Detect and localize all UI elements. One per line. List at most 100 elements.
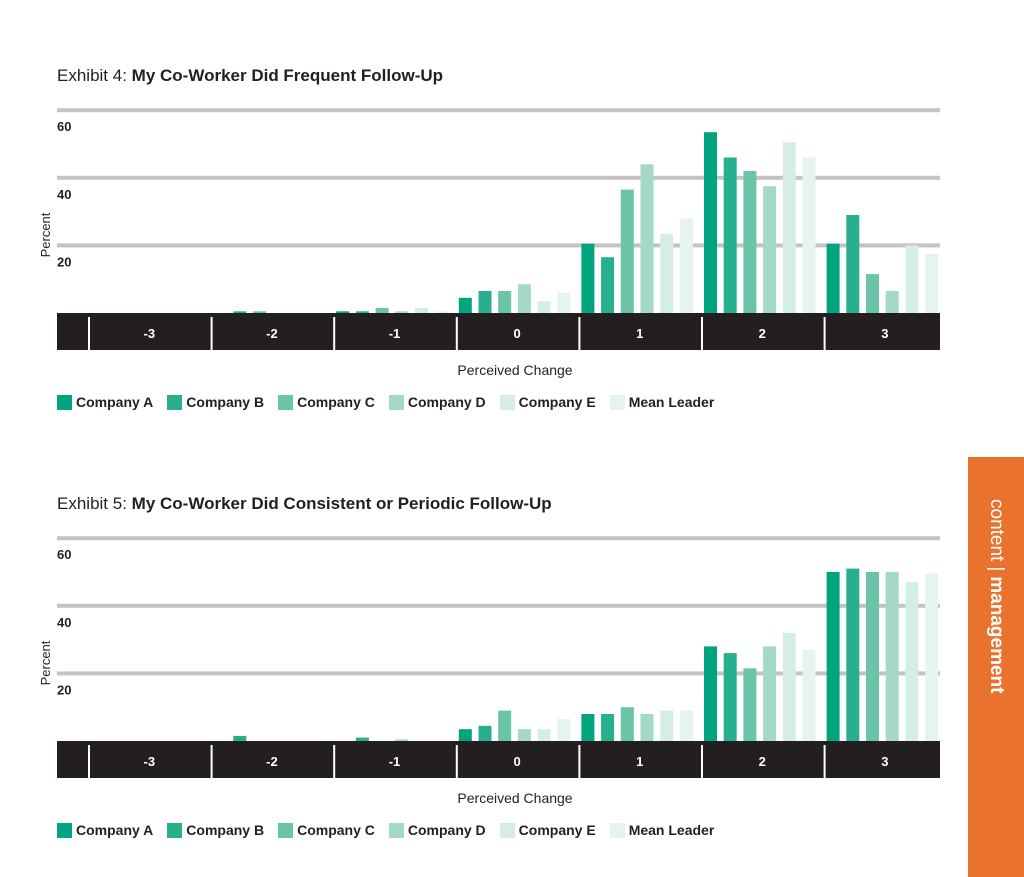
y-tick-label: 60 [57,547,71,562]
legend-item: Company C [278,394,375,410]
legend-item: Company E [499,822,596,838]
bar [355,311,369,313]
bar [640,714,654,741]
y-axis-label: Percent [38,212,53,257]
bar [620,189,634,313]
category-divider [455,745,458,778]
bar [498,710,512,741]
legend-item: Company A [57,394,153,410]
legend-swatch [609,394,625,410]
bar [704,132,717,313]
bar [395,739,409,741]
bar [866,572,879,741]
bar [905,245,919,313]
bar [253,311,266,313]
bar [478,291,492,313]
bar [679,710,693,741]
legend-item: Company A [57,822,153,838]
category-divider [701,317,703,350]
category-divider [578,745,581,778]
legend-swatch [57,822,72,838]
bar [478,725,492,741]
bar [885,572,899,741]
gridline [57,108,940,113]
bar [557,719,571,741]
x-axis-label: Perceived Change [457,790,573,806]
legend-item: Company D [388,394,486,410]
section-tab-word-management: management [986,576,1007,694]
bar [763,646,777,741]
bar [885,291,899,313]
x-tick-label: -3 [144,326,156,341]
bar [826,243,840,313]
exhibit-number: Exhibit 4: [57,66,127,85]
bar [233,735,247,741]
category-divider [210,317,213,350]
chart-title: Exhibit 5: My Co-Worker Did Consistent o… [57,494,552,514]
bar [581,714,595,741]
gridline [57,536,940,541]
legend-label: Company C [297,822,375,838]
gridline [57,243,940,248]
bar [925,253,939,313]
bar [498,291,512,313]
bar [601,257,615,313]
x-tick-label: 3 [881,754,888,769]
legend: Company A Company B Company C Company D Comp… [57,394,728,410]
bar [601,714,615,741]
legend-item: Company B [167,822,264,838]
legend-swatch [499,394,515,410]
bar [395,311,409,313]
bar-chart-exhibit-5: 20 40 60 Percent -3 -2 -1 0 1 2 3 [38,536,940,778]
x-tick-label: 2 [759,754,766,769]
legend-label: Company E [518,822,596,838]
section-tab: content | management [968,457,1024,877]
category-divider [333,745,336,778]
bar [905,582,919,741]
legend-swatch [167,394,183,410]
bar [802,157,816,313]
x-tick-label: -1 [389,754,401,769]
bar [581,243,595,313]
y-axis-label: Percent [38,640,53,685]
x-tick-label: 0 [513,326,520,341]
bar [620,707,634,741]
bar [743,668,757,741]
bar [846,215,860,313]
bar [336,311,350,313]
bar [802,649,816,741]
x-axis-band [57,741,940,778]
bar [782,632,796,741]
legend-label: Company E [518,394,596,410]
bar [233,311,247,313]
bar [763,186,777,314]
section-tab-word-content: content [986,499,1007,562]
bar [679,218,693,313]
x-tick-label: 3 [881,326,888,341]
category-divider [333,317,336,350]
x-axis-label: Perceived Change [457,362,573,378]
category-divider [88,745,90,778]
category-divider [455,317,458,350]
bar-chart-exhibit-4: 20 40 60 Percent -3 -2 -1 0 1 2 3 [38,108,940,350]
bar [640,164,654,313]
chart-title: Exhibit 4: My Co-Worker Did Frequent Fol… [57,66,443,86]
y-tick-label: 40 [57,615,71,630]
legend-item: Mean Leader [609,822,714,838]
legend-swatch [167,822,183,838]
legend-label: Mean Leader [628,394,715,410]
legend-item: Company D [388,822,486,838]
legend-swatch [609,822,625,838]
x-axis-band [57,313,940,350]
bar [557,292,571,313]
bar [925,573,939,741]
bar [517,284,531,313]
legend-swatch [278,394,294,410]
legend-label: Company A [76,822,154,838]
legend-label: Company A [76,394,154,410]
gridline [57,603,940,608]
legend-label: Company C [297,394,375,410]
category-divider [210,745,213,778]
legend-label: Company B [186,822,265,838]
x-tick-label: 1 [636,754,643,769]
